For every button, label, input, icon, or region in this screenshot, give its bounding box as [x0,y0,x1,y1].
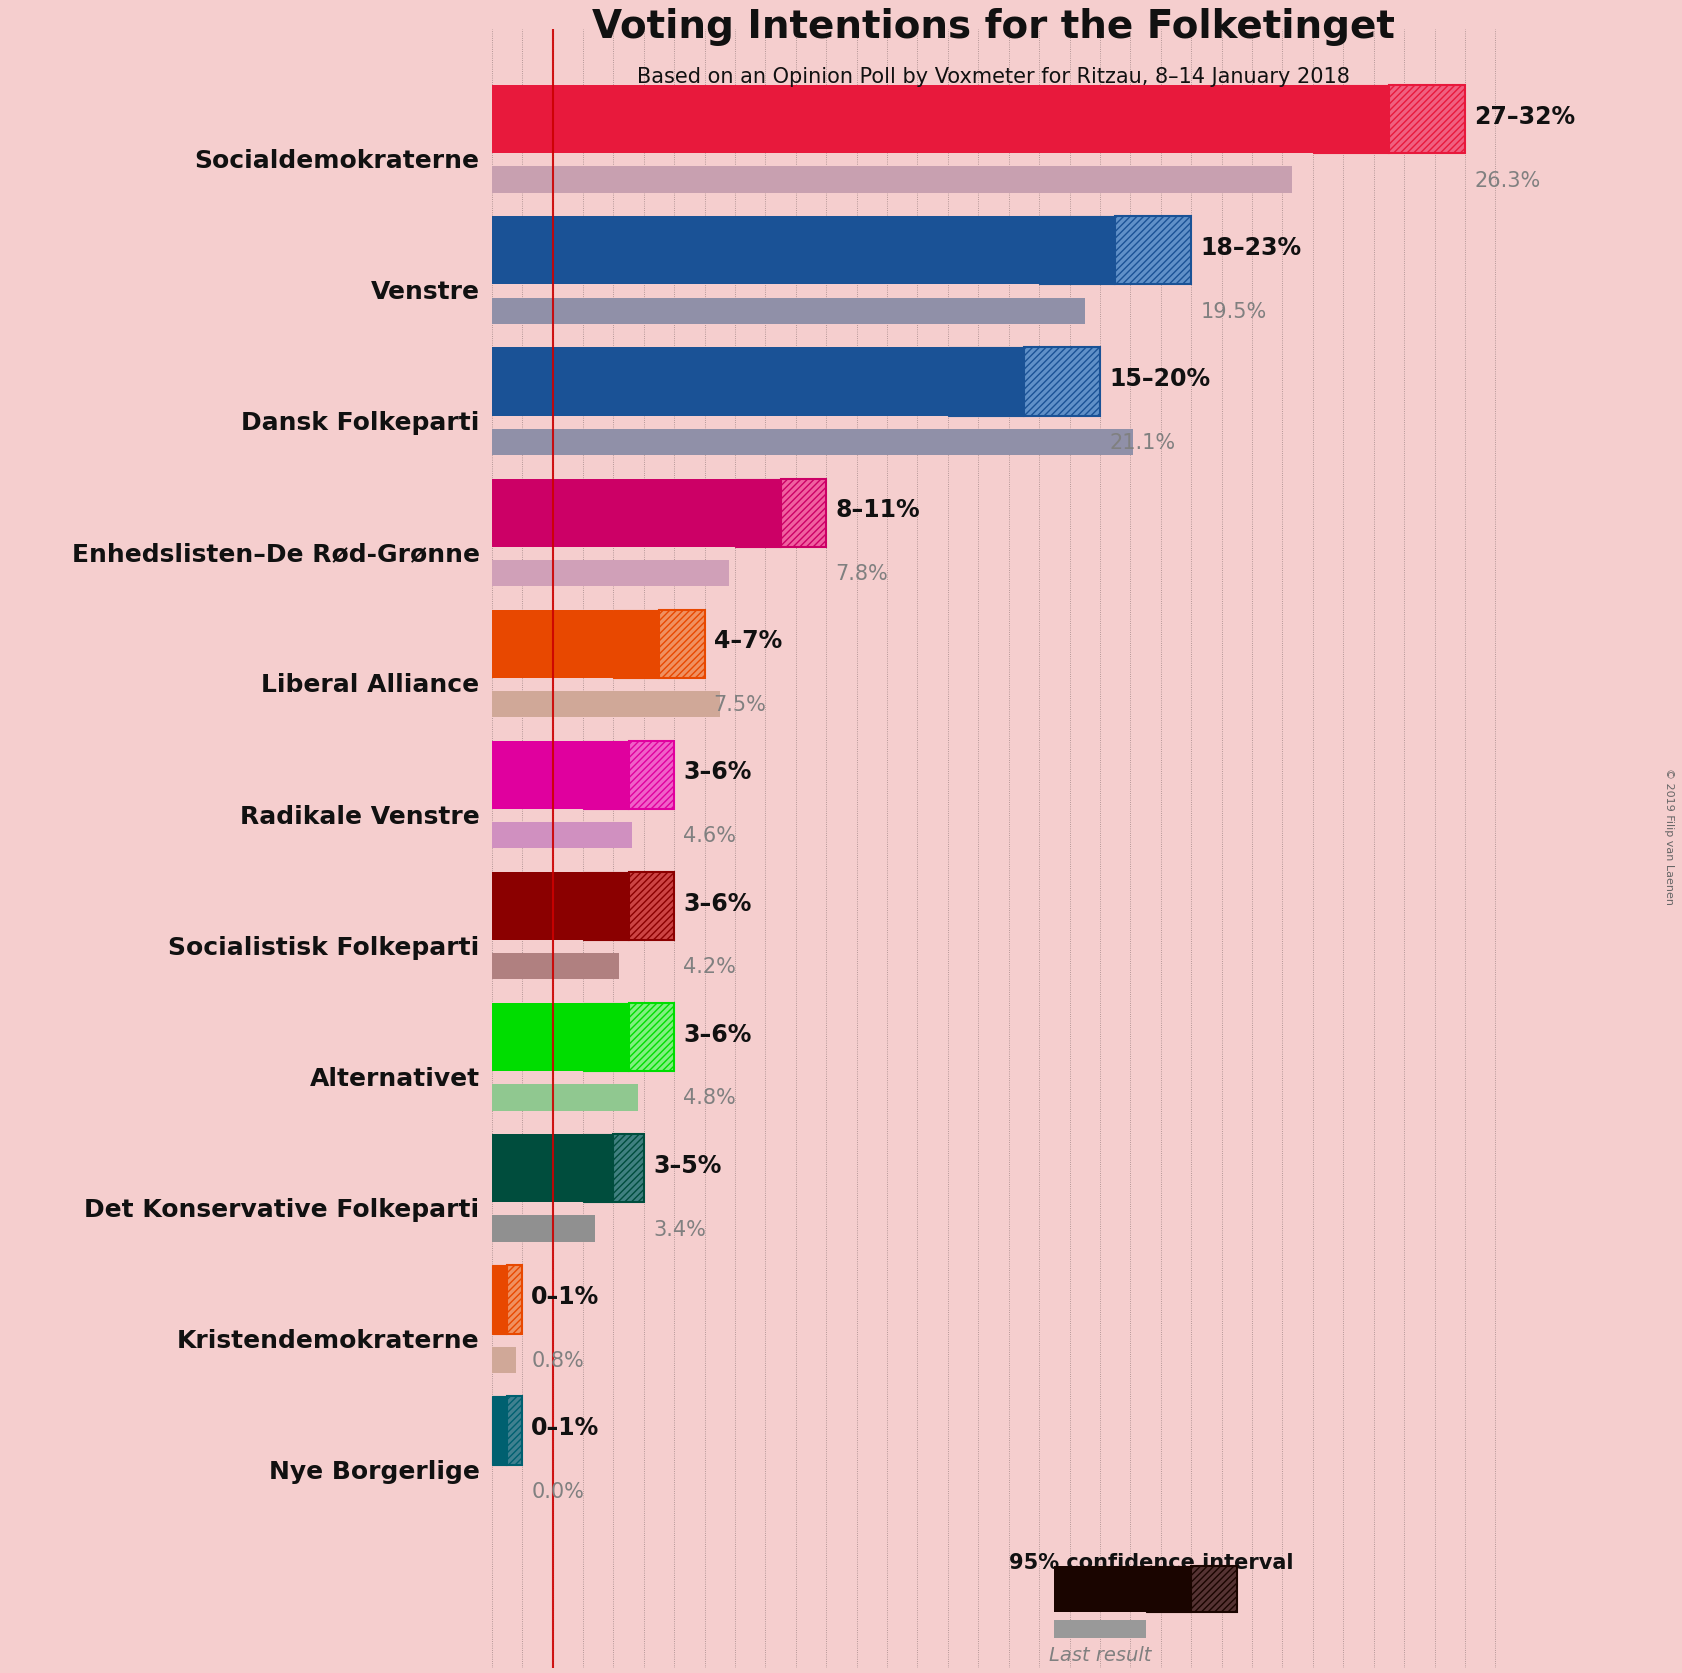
Bar [1314,85,1389,154]
Text: Socialdemokraterne: Socialdemokraterne [195,149,479,172]
Text: Enhedslisten–De Rød-Grønne: Enhedslisten–De Rød-Grønne [72,542,479,565]
Text: 3–6%: 3–6% [683,1022,752,1046]
Bar [584,1134,614,1203]
Text: 7.5%: 7.5% [713,694,767,714]
Bar [584,872,629,940]
Bar [614,611,659,679]
Bar [780,478,826,547]
Text: Kristendemokraterne: Kristendemokraterne [177,1328,479,1352]
Bar [1039,217,1115,286]
Text: 4.8%: 4.8% [683,1087,737,1108]
Bar [1191,1566,1236,1613]
Text: 0.8%: 0.8% [532,1350,584,1370]
Text: Det Konservative Folkeparti: Det Konservative Folkeparti [84,1198,479,1221]
Bar [506,1397,521,1466]
Text: 3–6%: 3–6% [683,760,752,785]
Bar [1024,348,1100,417]
Bar [629,1004,674,1072]
Text: Nye Borgerlige: Nye Borgerlige [269,1459,479,1484]
Text: 7.8%: 7.8% [836,564,888,584]
Text: 26.3%: 26.3% [1473,171,1541,191]
Text: Venstre: Venstre [370,279,479,304]
Text: 0–1%: 0–1% [532,1285,599,1308]
Text: 3.4%: 3.4% [653,1220,706,1240]
Text: Dansk Folkeparti: Dansk Folkeparti [241,412,479,435]
Text: 3–6%: 3–6% [683,892,752,915]
Text: 27–32%: 27–32% [1473,105,1574,129]
Text: Alternativet: Alternativet [309,1066,479,1091]
Text: Based on an Opinion Poll by Voxmeter for Ritzau, 8–14 January 2018: Based on an Opinion Poll by Voxmeter for… [637,67,1351,87]
Text: 4.2%: 4.2% [683,957,737,977]
Text: 21.1%: 21.1% [1108,433,1176,453]
Bar [1115,217,1191,286]
Text: 8–11%: 8–11% [836,499,920,522]
Bar [491,1397,506,1466]
Text: 19.5%: 19.5% [1201,301,1267,321]
Bar [1389,85,1465,154]
Bar [491,1265,506,1333]
Text: 95% confidence interval
with median: 95% confidence interval with median [1009,1553,1293,1596]
Text: 4–7%: 4–7% [713,629,782,652]
Text: Voting Intentions for the Folketinget: Voting Intentions for the Folketinget [592,7,1394,45]
Bar [735,478,780,547]
Bar [659,611,705,679]
Text: 0.0%: 0.0% [532,1481,584,1501]
Bar [506,1265,521,1333]
Text: 4.6%: 4.6% [683,826,737,847]
Bar [949,348,1024,417]
Bar [584,1004,629,1072]
Text: 18–23%: 18–23% [1201,236,1302,259]
Bar [629,741,674,810]
Bar [1145,1566,1191,1613]
Bar [584,741,629,810]
Text: Radikale Venstre: Radikale Venstre [241,805,479,828]
Bar [629,872,674,940]
Text: 3–5%: 3–5% [653,1153,722,1178]
Text: 0–1%: 0–1% [532,1415,599,1439]
Text: © 2019 Filip van Laenen: © 2019 Filip van Laenen [1663,768,1674,905]
Text: Liberal Alliance: Liberal Alliance [261,673,479,698]
Text: 15–20%: 15–20% [1108,366,1211,391]
Text: Socialistisk Folkeparti: Socialistisk Folkeparti [168,935,479,959]
Text: Last result: Last result [1050,1645,1150,1665]
Bar [614,1134,644,1203]
